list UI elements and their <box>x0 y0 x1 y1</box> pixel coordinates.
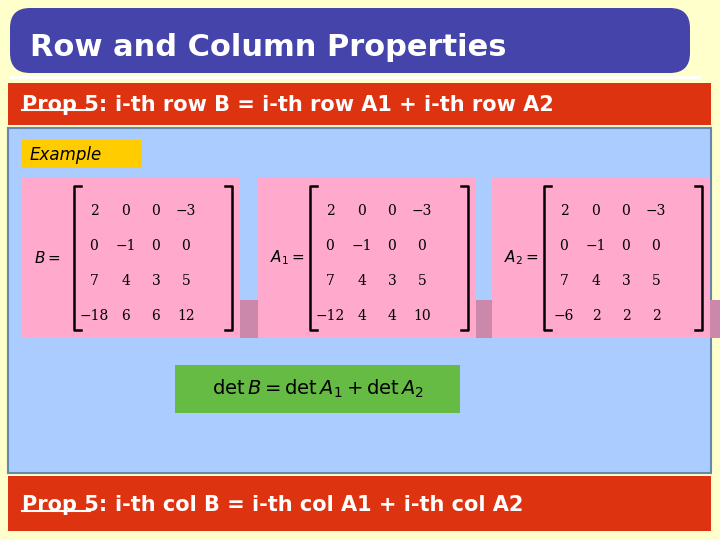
Text: 0: 0 <box>621 239 631 253</box>
Text: 4: 4 <box>358 274 366 288</box>
Text: 0: 0 <box>652 239 660 253</box>
Text: 2: 2 <box>621 309 631 323</box>
Text: Row and Column Properties: Row and Column Properties <box>30 32 506 62</box>
Text: −18: −18 <box>79 309 109 323</box>
Text: 0: 0 <box>325 239 334 253</box>
Text: 6: 6 <box>122 309 130 323</box>
Text: 4: 4 <box>358 309 366 323</box>
Text: 6: 6 <box>152 309 161 323</box>
Bar <box>8 128 711 473</box>
Bar <box>22 140 142 168</box>
Bar <box>492 178 710 338</box>
Bar <box>476 300 494 338</box>
Text: 0: 0 <box>122 204 130 218</box>
Text: i-th col B = i-th col A1 + i-th col A2: i-th col B = i-th col A1 + i-th col A2 <box>115 495 523 515</box>
Text: 3: 3 <box>152 274 161 288</box>
Text: −3: −3 <box>412 204 432 218</box>
Text: 0: 0 <box>418 239 426 253</box>
Text: 5: 5 <box>418 274 426 288</box>
Text: 10: 10 <box>413 309 431 323</box>
Bar <box>240 300 258 338</box>
Bar <box>8 83 711 125</box>
Text: 2: 2 <box>325 204 334 218</box>
Text: 4: 4 <box>122 274 130 288</box>
FancyBboxPatch shape <box>10 8 690 73</box>
Text: 3: 3 <box>387 274 397 288</box>
Text: 0: 0 <box>387 204 397 218</box>
Text: 0: 0 <box>152 239 161 253</box>
Text: $B=$: $B=$ <box>34 250 60 266</box>
Text: −12: −12 <box>315 309 345 323</box>
Text: −3: −3 <box>176 204 196 218</box>
Text: 0: 0 <box>181 239 190 253</box>
Text: −1: −1 <box>586 239 606 253</box>
Bar <box>22 178 240 338</box>
Text: $A_1=$: $A_1=$ <box>270 248 305 267</box>
Text: 0: 0 <box>387 239 397 253</box>
Bar <box>175 365 460 413</box>
Bar <box>8 476 711 531</box>
Text: Prop 5:: Prop 5: <box>22 95 107 115</box>
Text: Prop 5:: Prop 5: <box>22 495 107 515</box>
Text: 2: 2 <box>652 309 660 323</box>
Text: 0: 0 <box>559 239 568 253</box>
Text: 0: 0 <box>592 204 600 218</box>
Text: 2: 2 <box>89 204 99 218</box>
Text: $A_2=$: $A_2=$ <box>504 248 539 267</box>
Text: 2: 2 <box>592 309 600 323</box>
Text: 12: 12 <box>177 309 195 323</box>
Bar <box>258 178 476 338</box>
Text: 0: 0 <box>358 204 366 218</box>
Text: Example: Example <box>30 146 102 164</box>
Text: −3: −3 <box>646 204 666 218</box>
Text: 4: 4 <box>387 309 397 323</box>
Text: $\det B = \det A_1 + \det A_2$: $\det B = \det A_1 + \det A_2$ <box>212 378 423 400</box>
Text: −1: −1 <box>116 239 136 253</box>
Text: 0: 0 <box>89 239 99 253</box>
Text: 3: 3 <box>621 274 631 288</box>
Text: i-th row B = i-th row A1 + i-th row A2: i-th row B = i-th row A1 + i-th row A2 <box>115 95 554 115</box>
Text: 7: 7 <box>559 274 568 288</box>
Text: −1: −1 <box>352 239 372 253</box>
Text: 0: 0 <box>152 204 161 218</box>
Text: −6: −6 <box>554 309 574 323</box>
Text: 5: 5 <box>181 274 190 288</box>
Text: 7: 7 <box>325 274 334 288</box>
Bar <box>710 300 720 338</box>
Text: 7: 7 <box>89 274 99 288</box>
Text: 0: 0 <box>621 204 631 218</box>
Text: 4: 4 <box>592 274 600 288</box>
Text: 5: 5 <box>652 274 660 288</box>
Text: 2: 2 <box>559 204 568 218</box>
